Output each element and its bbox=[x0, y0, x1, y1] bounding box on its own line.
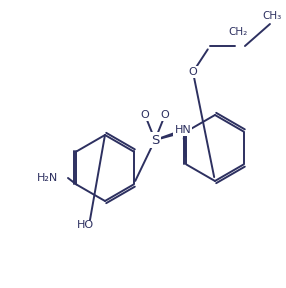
Text: S: S bbox=[151, 134, 159, 147]
Text: HN: HN bbox=[174, 125, 191, 135]
Text: HO: HO bbox=[76, 220, 94, 230]
Text: O: O bbox=[188, 67, 197, 77]
Text: O: O bbox=[161, 110, 169, 120]
Text: CH₃: CH₃ bbox=[262, 11, 281, 21]
Text: H₂N: H₂N bbox=[37, 173, 58, 183]
Text: O: O bbox=[141, 110, 149, 120]
Text: CH₂: CH₂ bbox=[228, 27, 247, 37]
